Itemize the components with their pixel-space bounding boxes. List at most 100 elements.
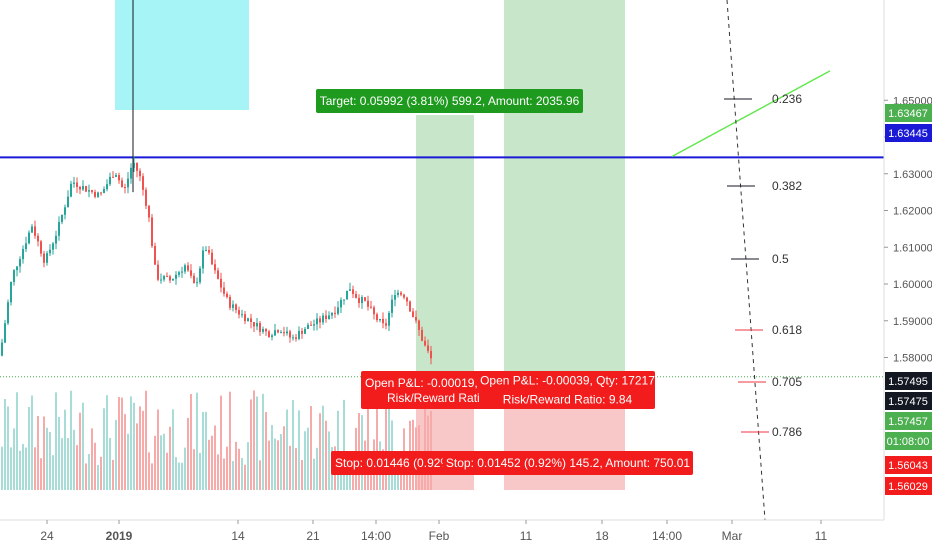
price-badge-label: 1.57475 [888, 396, 928, 408]
candle-body [184, 265, 186, 272]
volume-bar [196, 392, 198, 490]
volume-bar [34, 447, 36, 490]
candle-body [238, 310, 240, 315]
candle-body [286, 331, 288, 334]
candle-body [271, 335, 273, 338]
stop-label-2-bg [443, 451, 693, 475]
candle-body [151, 217, 153, 246]
candle-body [208, 249, 210, 253]
volume-bar [277, 440, 279, 490]
volume-bar [31, 395, 33, 490]
stop-label-2-text: Stop: 0.01452 (0.92%) 145.2, Amount: 750… [446, 456, 691, 470]
volume-bar [100, 456, 102, 490]
candle-body [169, 276, 171, 281]
volume-bar [103, 408, 105, 490]
volume-bar [85, 463, 87, 490]
volume-bar [91, 428, 93, 490]
volume-bar [289, 445, 291, 490]
candle-body [199, 268, 201, 283]
volume-bar [109, 438, 111, 490]
candle-body [337, 307, 339, 314]
price-badge [885, 477, 932, 495]
candle-body [187, 265, 189, 271]
volume-bar [142, 410, 144, 490]
candle-body [406, 297, 408, 302]
fib-label: 0.382 [772, 179, 802, 193]
candle-body [328, 315, 330, 320]
candle-body [109, 176, 111, 185]
candle-body [244, 314, 246, 322]
vertical-dashed-line [726, 0, 766, 521]
target-zone-2 [504, 0, 625, 380]
volume-bar [328, 431, 330, 490]
candle-body [166, 276, 168, 278]
volume-bar [160, 435, 162, 490]
candle-body [409, 301, 411, 312]
position-labels[interactable]: Target: 0.05992 (3.81%) 599.2, Amount: 2… [316, 89, 693, 475]
candle-body [112, 176, 114, 178]
candle-body [115, 175, 117, 177]
candles [1, 0, 432, 365]
candle-body [391, 299, 393, 313]
candle-body [280, 332, 282, 334]
price-axis[interactable]: 1.650001.640001.630001.620001.610001.600… [883, 0, 932, 520]
candle-body [13, 270, 15, 282]
candle-body [283, 332, 285, 334]
volume-bar [184, 447, 186, 490]
target-label-1: Target: 0.05992 (3.81%) 599.2, Amount: 2… [316, 89, 583, 113]
candle-body [229, 296, 231, 308]
candle-body [70, 183, 72, 197]
trend-line [671, 70, 831, 158]
candle-body [265, 329, 267, 332]
volume-bar [199, 453, 201, 490]
volume-bar [28, 407, 30, 490]
candle-body [175, 274, 177, 279]
volume-bar [244, 464, 246, 490]
candle-body [232, 304, 234, 308]
volume-bar [178, 462, 180, 490]
candle-body [121, 180, 123, 187]
volume-bar [106, 395, 108, 490]
candle-body [316, 318, 318, 325]
candle-body [385, 323, 387, 326]
price-badge [885, 392, 932, 410]
volume-bar [316, 447, 318, 490]
volume-bar [283, 426, 285, 490]
candle-body [253, 322, 255, 327]
volume-bar [16, 392, 18, 490]
volume-bar [304, 431, 306, 490]
volume-bar [286, 409, 288, 490]
volume-bar [166, 452, 168, 490]
candle-body [355, 294, 357, 298]
volume-bar [175, 457, 177, 490]
volume-bar [172, 409, 174, 490]
volume-bar [229, 391, 231, 490]
candle-body [22, 249, 24, 260]
candle-body [190, 270, 192, 276]
volume-bar [295, 448, 297, 490]
candle-body [100, 192, 102, 194]
volume-bar [235, 441, 237, 490]
time-axis[interactable]: 24 2019 14 21 14:00 Feb 11 18 14:00 Mar 11 [0, 519, 884, 543]
time-tick-label: 14:00 [361, 529, 391, 543]
candle-body [427, 345, 429, 351]
volume-bar [55, 392, 57, 490]
candle-body [403, 294, 405, 298]
candle-body [202, 250, 204, 269]
price-tick-label: 1.63000 [893, 169, 932, 181]
candle-body [133, 162, 135, 168]
candle-body [415, 316, 417, 321]
volume-bar [22, 443, 24, 490]
volume-bar [367, 407, 369, 490]
candle-body [388, 312, 390, 326]
fib-retracement[interactable]: 0.236 0.382 0.5 0.618 0.705 0.786 [724, 92, 802, 439]
fib-label: 0.786 [772, 425, 802, 439]
volume-bar [193, 449, 195, 490]
volume-bar [163, 433, 165, 490]
candle-body [67, 196, 69, 208]
candle-body [124, 186, 126, 188]
volume-bar [76, 445, 78, 490]
candle-body [34, 226, 36, 236]
